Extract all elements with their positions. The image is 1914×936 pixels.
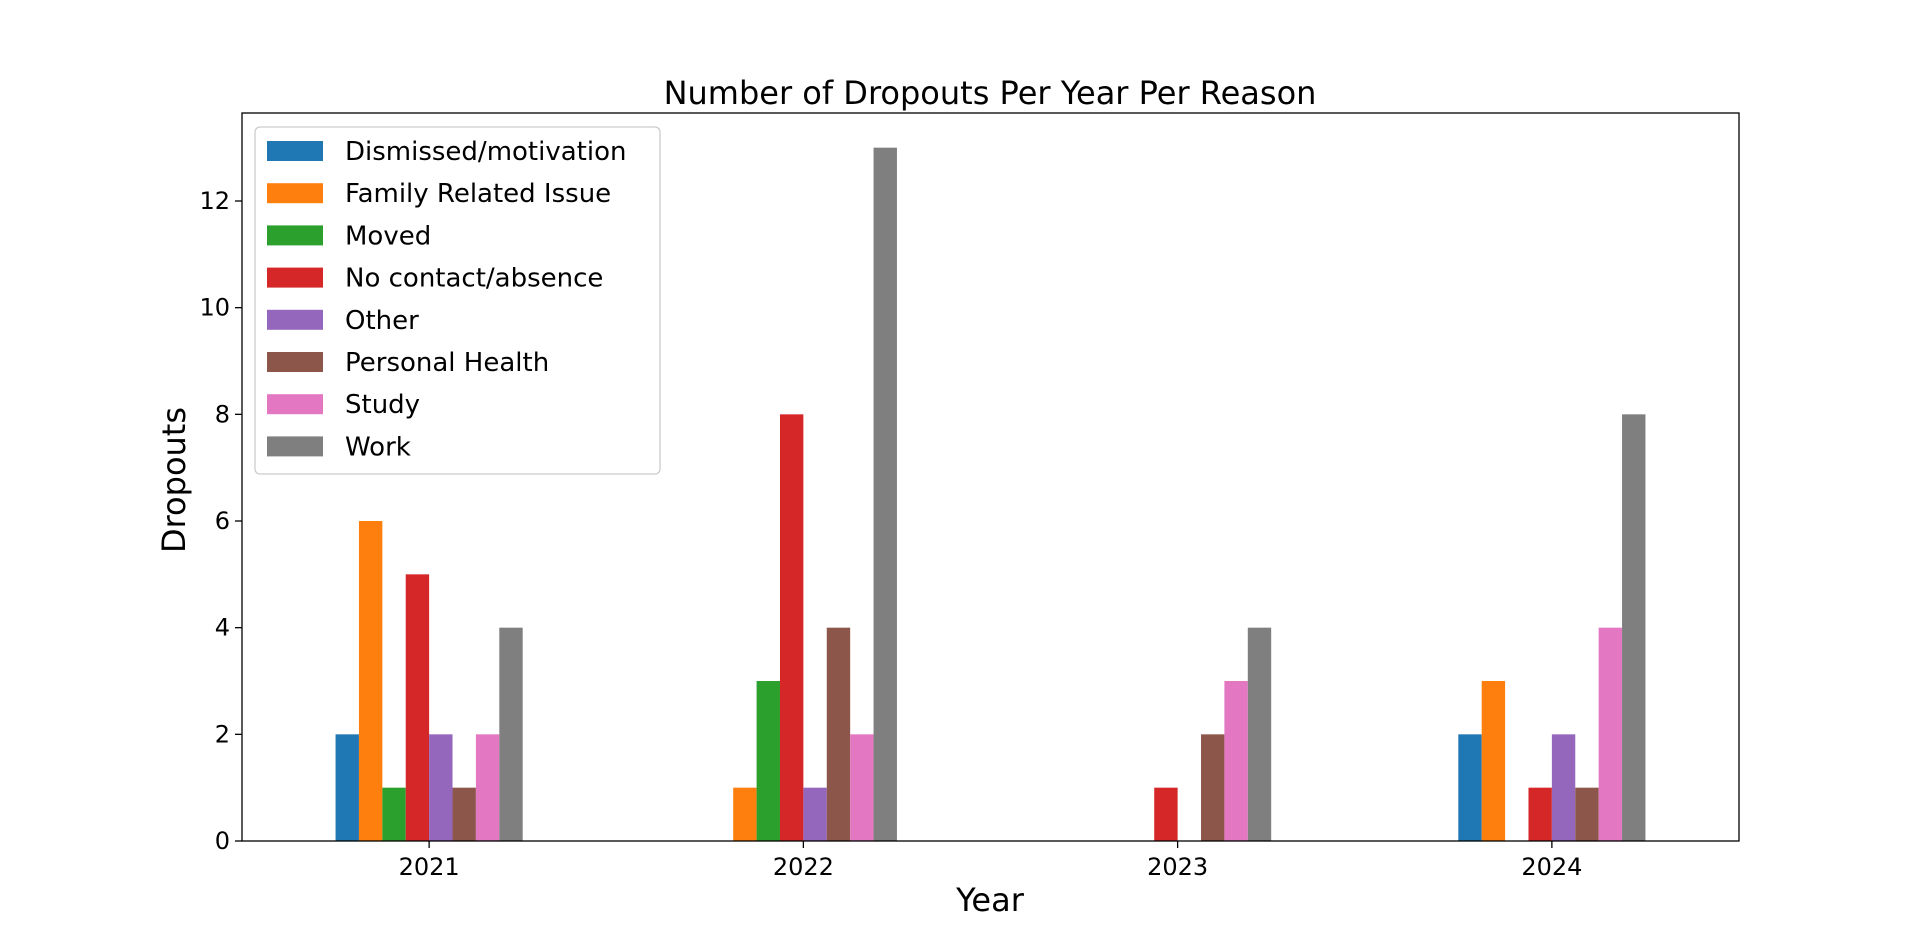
bar-2022-other [803,787,827,841]
bar-2023-work [1247,627,1272,841]
legend-label: Moved [345,221,431,251]
y-tick-label: 12 [199,187,230,215]
legend-label: Dismissed/motivation [345,137,626,167]
bar-2024-family-related-issue [1481,681,1506,841]
legend-label: No contact/absence [345,264,603,294]
bar-2021-no-contact-absence [405,574,430,841]
bar-2024-no-contact-absence [1528,787,1552,841]
x-tick-label: 2021 [399,853,460,881]
bar-2021-study [475,734,500,841]
bar-2022-family-related-issue [733,787,757,841]
legend-swatch [267,225,323,246]
legend-label: Other [345,306,419,336]
plot-frame [241,112,1740,842]
bar-2021-personal-health [452,787,476,841]
legend-swatch [267,141,323,161]
bar-2021-other [429,734,453,841]
bar-2022-no-contact-absence [779,414,804,841]
bar-2023-personal-health [1201,734,1225,841]
legend-label: Work [345,432,411,462]
bar-2022-moved [756,681,780,841]
y-tick-label: 8 [215,400,230,428]
y-tick-label: 10 [199,294,230,322]
legend-label: Personal Health [345,348,549,378]
bar-2023-no-contact-absence [1154,787,1178,841]
bar-2024-personal-health [1575,787,1599,841]
y-tick-label: 0 [215,827,230,855]
bar-2024-dismissed-motivation [1458,734,1482,841]
bar-2022-personal-health [826,627,851,841]
bar-2022-work [873,147,897,841]
y-tick-label: 2 [215,720,230,748]
bar-2024-work [1622,414,1646,841]
legend-swatch [267,436,323,457]
bar-2024-other [1551,734,1576,841]
y-axis-title: Dropouts [155,407,193,553]
bar-2024-study [1598,627,1623,841]
x-tick-label: 2023 [1147,853,1208,881]
bar-2023-study [1224,681,1248,841]
legend-swatch [267,352,323,372]
legend-swatch [267,394,323,415]
y-tick-label: 4 [215,614,230,642]
bars-group [335,147,1646,841]
axis-ticks: 0 2 4 6 8 10 12 2021 2022 2023 2024 [199,187,1582,881]
legend-label: Study [345,390,420,420]
bar-2021-dismissed-motivation [335,734,359,841]
bar-2022-study [850,734,874,841]
y-tick-label: 6 [215,507,230,535]
x-axis-title: Year [955,881,1025,919]
bar-2021-work [499,627,523,841]
legend-swatch [267,309,323,330]
bar-2021-moved [382,787,406,841]
chart-title: Number of Dropouts Per Year Per Reason [664,74,1317,112]
legend-label: Family Related Issue [345,179,611,209]
x-tick-label: 2022 [773,853,834,881]
legend-swatch [267,267,323,288]
legend-swatch [267,183,323,204]
x-tick-label: 2024 [1521,853,1582,881]
legend: Dismissed/motivation Family Related Issue… [254,126,661,475]
legend-box [254,126,661,475]
bar-2021-family-related-issue [358,521,383,841]
